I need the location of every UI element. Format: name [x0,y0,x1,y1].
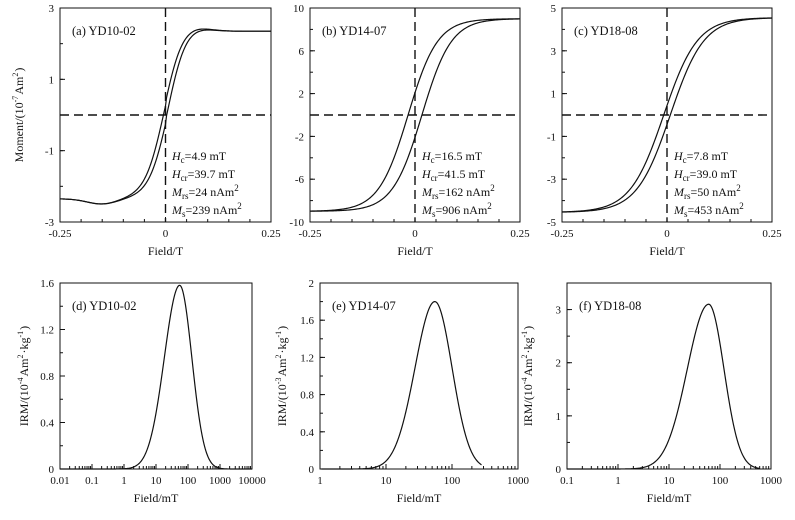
y-tick-label: 6 [299,46,305,58]
y-tick-label: -1 [547,131,556,143]
panel-a: -3 -1 1 3 -0.25 0 0.25 Field/T Moment/(10-7 Am2 … [11,3,281,258]
x-tick-label: 0.25 [261,228,281,240]
y-tick-label: 1.2 [40,325,54,337]
hysteresis-stat: Hc=4.9 mT [171,149,227,165]
y-tick-label: 5 [551,3,557,15]
y-tick-label: 1.2 [300,352,314,364]
x-tick-label: 0.01 [50,475,69,487]
y-tick-label: 0 [309,464,315,476]
x-tick-label: 1 [615,475,621,487]
y-tick-label: -6 [295,174,305,186]
x-tick-label: -0.25 [49,228,72,240]
hysteresis-branch-descending [309,18,521,212]
hysteresis-stat: Mrs=50 nAm2 [673,183,741,201]
y-tick-label: 3 [551,46,557,58]
x-tick-label: 10000 [238,475,266,487]
panel-title: (a) YD10-02 [72,24,136,38]
y-tick-label: 1.6 [300,315,314,327]
hysteresis-stat: Mrs=24 nAm2 [171,183,239,201]
y-tick-label: 0 [556,464,562,476]
hysteresis-stat: Hcr=41.5 mT [421,167,486,183]
hysteresis-stat: Ms=453 nAm2 [673,201,744,219]
y-tick-label: -3 [45,217,55,229]
y-tick-label: 2 [309,278,315,290]
y-tick-label: -3 [547,174,557,186]
x-tick-label: 0 [412,228,418,240]
x-tick-label: 0.25 [510,228,530,240]
x-tick-label: 0 [163,228,169,240]
y-tick-label: 2 [556,358,562,370]
hysteresis-stat: Ms=239 nAm2 [171,201,242,219]
y-axis-label: IRM/(10-4 Am2 ·kg-1 ) [520,326,535,426]
y-axis-label: IRM/(10-4 Am2 ·kg-1 ) [16,326,31,426]
irm-gradient-curve [567,303,760,470]
x-tick-label: 1000 [507,475,530,487]
x-tick-label: 1000 [209,475,232,487]
y-tick-label: -2 [295,131,304,143]
y-tick-label: 3 [556,305,562,317]
hysteresis-stat: Mrs=162 nAm2 [421,183,495,201]
x-tick-label: 1 [121,475,127,487]
hysteresis-branch-ascending [561,17,773,213]
x-tick-label: 100 [444,475,461,487]
panel-e: 0 0.4 0.8 1.2 1.6 2 1 10 100 1000 Field/mT IRM/(10-… [274,278,530,505]
panel-title: (b) YD14-07 [322,24,386,38]
x-axis-label: Field/T [397,244,433,258]
hysteresis-branch-descending [59,29,271,205]
y-tick-label: 0.8 [300,390,314,402]
x-axis-label: Field/mT [397,491,442,505]
x-tick-label: 1000 [760,475,783,487]
x-axis-label: Field/T [649,244,685,258]
y-tick-label: 0.8 [40,371,54,383]
irm-gradient-curve [321,301,482,470]
y-tick-label: 3 [49,3,55,15]
panel-d: 0 0.4 0.8 1.2 1.6 0.01 0.1 1 10 100 1000 10000 Field… [16,278,266,505]
x-tick-label: -0.25 [551,228,574,240]
panel-c: -5 -3 -1 1 3 5 -0.25 0 0.25 Field/T (c) YD18-08 Hc=… [547,3,782,258]
y-tick-label: 0.4 [40,418,54,430]
x-tick-label: 100 [180,475,197,487]
panel-title: (d) YD10-02 [72,299,136,313]
y-axis-label: Moment/(10-7 Am2 ) [11,68,26,163]
y-axis-label: IRM/(10-3 Am2 ·kg-1 ) [274,326,289,426]
hysteresis-stat: Hc=16.5 mT [421,149,483,165]
y-tick-label: 0.4 [300,427,314,439]
x-tick-label: 10 [664,475,676,487]
x-tick-label: 0 [664,228,670,240]
irm-gradient-curve [60,284,252,470]
hysteresis-stat: Hcr=39.0 mT [673,167,738,183]
y-tick-label: -5 [547,217,557,229]
x-tick-label: 0.1 [560,475,574,487]
x-tick-label: 10 [151,475,163,487]
panel-b: -10 -6 -2 2 6 10 -0.25 0 0.25 Field/T (b) YD14-07 H… [289,3,530,258]
x-axis-label: Field/mT [134,491,179,505]
x-tick-label: 0.1 [85,475,99,487]
y-tick-label: 1 [49,74,55,86]
panel-f: 0 1 2 3 0.1 1 10 100 1000 Field/mT IRM/(10-4 Am2 ·… [520,282,783,505]
y-tick-label: 1 [551,89,557,101]
x-tick-label: -0.25 [299,228,322,240]
hysteresis-stat: Hc=7.8 mT [673,149,729,165]
y-tick-label: 10 [293,3,305,15]
y-tick-label: 1 [556,411,562,423]
x-tick-label: 100 [712,475,729,487]
y-tick-label: 0 [49,464,55,476]
x-tick-label: 1 [317,475,323,487]
hysteresis-stat: Hcr=39.7 mT [171,167,236,183]
y-tick-label: -1 [45,146,54,158]
y-tick-label: 2 [299,89,305,101]
hysteresis-branch-ascending [309,18,521,212]
x-tick-label: 0.25 [762,228,782,240]
panel-title: (f) YD18-08 [579,299,641,313]
panel-title: (e) YD14-07 [332,299,396,313]
x-axis-label: Field/T [148,244,184,258]
y-tick-label: 1.6 [40,278,54,290]
hysteresis-stat: Ms=906 nAm2 [421,201,492,219]
y-tick-label: -10 [289,217,304,229]
x-tick-label: 10 [381,475,393,487]
panel-title: (c) YD18-08 [574,24,638,38]
hysteresis-branch-descending [561,17,773,213]
x-axis-label: Field/mT [647,491,692,505]
